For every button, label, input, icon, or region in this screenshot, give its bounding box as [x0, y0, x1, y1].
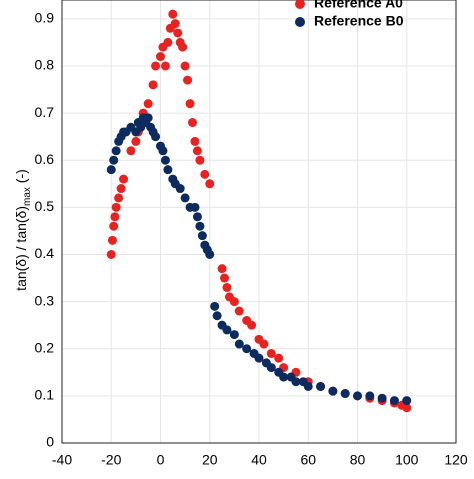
point	[222, 325, 232, 335]
y-tick-label: 0.2	[35, 339, 55, 355]
y-tick-label: 0.5	[35, 198, 55, 214]
point	[192, 212, 202, 222]
y-tick-label: 0.4	[35, 245, 55, 261]
x-tick-label: 100	[395, 452, 419, 468]
point	[340, 389, 350, 399]
point	[229, 297, 239, 307]
y-tick-label: 0.6	[35, 151, 55, 167]
legend-label: Reference B0	[314, 13, 404, 29]
point	[316, 381, 326, 391]
plot-frame	[61, 0, 457, 444]
point	[110, 212, 120, 222]
x-tick-label: -40	[52, 452, 72, 468]
point	[220, 273, 230, 283]
point	[205, 249, 215, 259]
point	[402, 403, 412, 413]
point	[126, 146, 136, 156]
point	[377, 393, 387, 403]
point	[279, 372, 289, 382]
point	[160, 61, 170, 71]
x-tick-label: 120	[444, 452, 468, 468]
point	[274, 353, 284, 363]
x-tick-label: 20	[202, 452, 218, 468]
y-tick-label: 0.8	[35, 57, 55, 73]
point	[200, 169, 210, 179]
y-tick-label: 0.3	[35, 292, 55, 308]
point	[131, 136, 141, 146]
point	[156, 52, 165, 62]
point	[116, 184, 126, 194]
point	[143, 99, 153, 109]
y-tick-label: 0.9	[35, 10, 55, 26]
point	[328, 386, 338, 396]
point	[190, 136, 200, 146]
x-tick-label: 60	[300, 452, 316, 468]
y-tick-label: 0.7	[35, 104, 55, 120]
legend-label: Reference A0	[314, 0, 403, 11]
point	[365, 391, 375, 401]
point	[197, 231, 207, 241]
point	[266, 363, 276, 373]
point	[109, 155, 119, 165]
point	[291, 377, 301, 387]
point	[158, 146, 168, 156]
point	[151, 61, 161, 71]
point	[205, 179, 215, 189]
point	[195, 155, 205, 165]
point	[212, 311, 222, 321]
point	[143, 113, 153, 123]
point	[210, 301, 220, 311]
point	[266, 348, 276, 358]
point	[217, 264, 227, 274]
point	[107, 235, 117, 245]
point	[234, 339, 244, 349]
point	[222, 282, 232, 292]
y-axis-label: tan(δ) / tan(δ)max (-)	[13, 169, 33, 291]
point	[163, 165, 173, 175]
point	[402, 396, 412, 406]
point	[106, 249, 116, 259]
point	[180, 193, 190, 203]
point	[229, 330, 239, 340]
point	[148, 80, 158, 90]
point	[259, 339, 269, 349]
x-tick-label: -20	[101, 452, 121, 468]
point	[163, 37, 173, 47]
point	[175, 184, 185, 194]
point	[247, 320, 257, 330]
point	[303, 381, 313, 391]
point	[254, 353, 264, 363]
legend-marker	[295, 0, 305, 9]
point	[180, 61, 190, 71]
x-tick-label: 0	[157, 452, 165, 468]
y-tick-label: 0.1	[35, 387, 55, 403]
point	[109, 221, 119, 231]
point	[188, 118, 198, 128]
point	[178, 42, 188, 52]
point	[353, 391, 362, 401]
point	[114, 193, 124, 203]
point	[192, 146, 202, 156]
point	[242, 344, 252, 354]
point	[160, 155, 170, 165]
point	[190, 202, 200, 212]
y-tick-label: 0	[46, 434, 54, 450]
point	[119, 174, 129, 184]
point	[389, 396, 399, 406]
point	[195, 221, 205, 231]
point	[111, 146, 121, 156]
point	[111, 202, 121, 212]
point	[106, 165, 116, 175]
point	[173, 28, 183, 38]
point	[234, 306, 244, 316]
point	[185, 99, 195, 109]
point	[183, 75, 193, 85]
point	[168, 9, 178, 19]
x-tick-label: 40	[251, 452, 267, 468]
x-tick-label: 80	[350, 452, 366, 468]
legend-marker	[295, 17, 305, 27]
point	[170, 19, 180, 29]
point	[151, 132, 161, 142]
